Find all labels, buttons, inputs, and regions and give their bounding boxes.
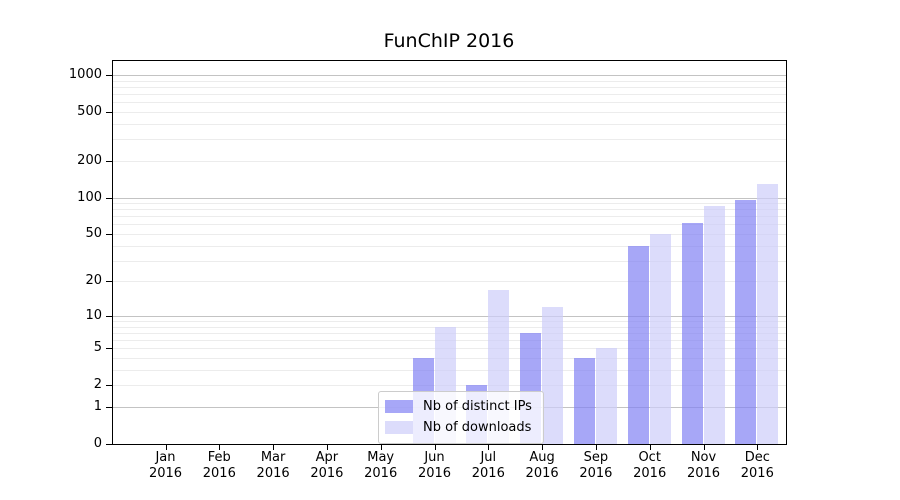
y-tick <box>106 281 112 283</box>
y-tick-label: 50 <box>85 225 102 241</box>
gridline-major <box>113 75 786 76</box>
bar-downloads <box>703 206 725 444</box>
gridline-major <box>113 315 786 317</box>
gridline-major <box>113 197 786 199</box>
gridline-minor <box>113 260 786 262</box>
x-tick-label: Nov 2016 <box>686 450 721 481</box>
y-tick <box>106 233 112 235</box>
bar-downloads <box>595 348 617 444</box>
y-tick-label: 1000 <box>68 67 102 82</box>
y-tick <box>106 348 112 350</box>
x-tick-label: May 2016 <box>364 450 398 481</box>
gridline-minor <box>113 123 786 125</box>
x-tick-label: Mar 2016 <box>256 450 290 481</box>
x-tick-label: Jan 2016 <box>148 450 183 481</box>
x-tick-label: Oct 2016 <box>633 450 667 481</box>
gridline-minor <box>113 224 786 226</box>
y-tick <box>106 111 112 113</box>
gridline-minor <box>113 80 786 82</box>
legend-label-downloads: Nb of downloads <box>423 420 532 435</box>
bar-distinct-ips <box>573 358 595 444</box>
y-tick-label: 0 <box>93 436 102 451</box>
legend-item-downloads: Nb of downloads <box>385 417 535 438</box>
x-tick <box>649 444 651 450</box>
y-tick <box>106 160 112 162</box>
y-tick-label: 5 <box>93 340 102 356</box>
x-tick <box>219 444 221 450</box>
y-tick-label: 100 <box>77 189 102 205</box>
x-tick-label: Feb 2016 <box>202 450 236 481</box>
gridline-minor <box>113 216 786 218</box>
y-tick <box>106 75 112 76</box>
gridline-minor <box>113 233 786 235</box>
gridline-minor <box>113 281 786 283</box>
bar-downloads <box>649 233 671 444</box>
legend-item-distinct-ips: Nb of distinct IPs <box>385 396 535 417</box>
ticks-layer <box>106 61 786 450</box>
bar-distinct-ips <box>681 222 703 444</box>
y-tick-label: 500 <box>77 103 102 119</box>
x-tick <box>542 444 544 450</box>
y-tick <box>106 385 112 387</box>
x-tick <box>703 444 705 450</box>
bar-downloads <box>542 307 564 444</box>
x-tick <box>434 444 436 450</box>
x-tick-label: Sep 2016 <box>579 450 613 481</box>
x-tick-label: Aug 2016 <box>525 450 559 481</box>
chart-title: FunChIP 2016 <box>383 30 515 52</box>
gridline-minor <box>113 321 786 323</box>
legend-swatch-downloads <box>385 421 413 434</box>
legend-swatch-distinct-ips <box>385 400 413 413</box>
plot-area: Nb of distinct IPs Nb of downloads <box>106 60 787 450</box>
y-tick <box>106 315 112 317</box>
y-tick <box>106 197 112 199</box>
y-tick <box>106 444 112 445</box>
gridline-minor <box>113 102 786 104</box>
legend: Nb of distinct IPs Nb of downloads <box>378 391 544 444</box>
y-tick <box>106 406 112 408</box>
gridline-minor <box>113 139 786 141</box>
y-tick-label: 20 <box>85 273 102 289</box>
x-tick <box>595 444 597 450</box>
x-tick <box>757 444 759 450</box>
x-tick <box>273 444 275 450</box>
gridline-minor <box>113 209 786 211</box>
gridline-minor <box>113 160 786 162</box>
y-tick-label: 10 <box>85 307 102 323</box>
x-tick <box>165 444 167 450</box>
bar-distinct-ips <box>627 245 649 444</box>
x-tick <box>488 444 490 450</box>
gridline-minor <box>113 86 786 88</box>
gridline-minor <box>113 111 786 113</box>
legend-label-distinct-ips: Nb of distinct IPs <box>423 399 532 414</box>
x-tick-label: Dec 2016 <box>740 450 774 481</box>
x-tick <box>326 444 328 450</box>
gridline-minor <box>113 245 786 247</box>
bar-distinct-ips <box>735 200 757 444</box>
x-tick <box>380 444 382 450</box>
x-tick-label: Jun 2016 <box>417 450 452 481</box>
gridline-minor <box>113 203 786 205</box>
bar-downloads <box>757 183 779 444</box>
x-tick-label: Apr 2016 <box>310 450 344 481</box>
gridline-minor <box>113 94 786 96</box>
x-tick-label: Jul 2016 <box>471 450 505 481</box>
y-tick-label: 1 <box>93 398 102 414</box>
y-tick-label: 200 <box>77 152 102 168</box>
y-tick-label: 2 <box>93 377 102 393</box>
